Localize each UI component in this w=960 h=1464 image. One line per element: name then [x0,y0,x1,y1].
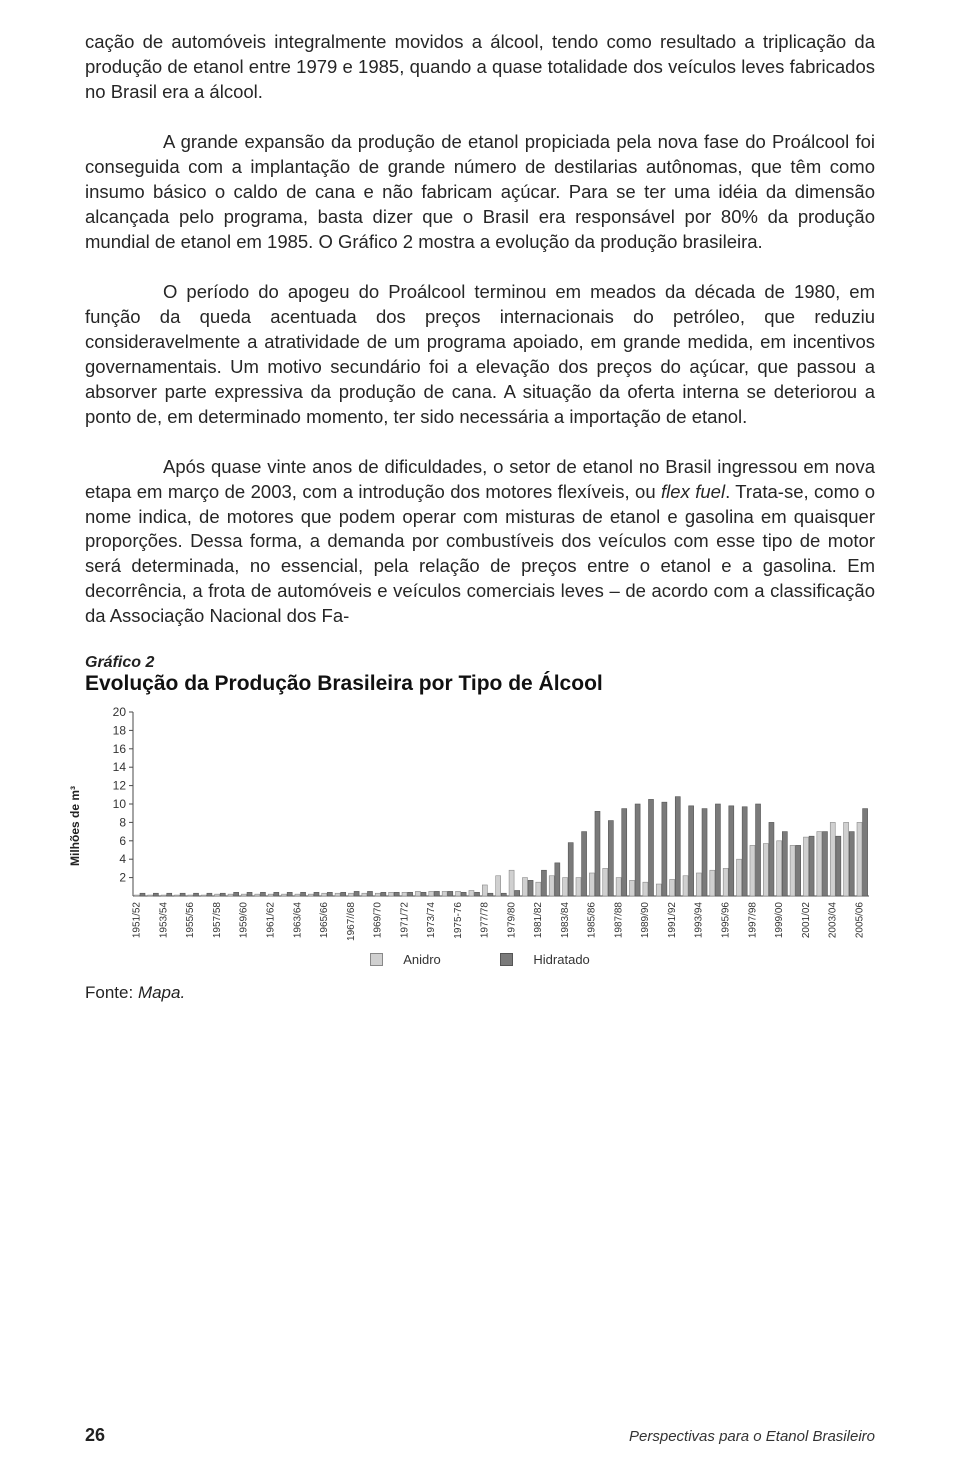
paragraph-4: Após quase vinte anos de dificuldades, o… [85,455,875,630]
svg-text:20: 20 [113,706,127,719]
svg-text:1951/52: 1951/52 [132,902,143,939]
svg-text:1985/86: 1985/86 [587,902,598,939]
paragraph-3: O período do apogeu do Proálcool termino… [85,280,875,430]
svg-text:1995/96: 1995/96 [720,902,731,939]
legend-item-hidratado: Hidratado [486,952,603,967]
paragraph-2: A grande expansão da produção de etanol … [85,130,875,255]
chart-source-value: Mapa. [138,983,185,1002]
chart-legend: Anidro Hidratado [85,952,875,969]
svg-text:4: 4 [119,853,126,867]
svg-text:1959/60: 1959/60 [239,902,250,939]
paragraph-2-text: A grande expansão da produção de etanol … [85,131,875,252]
page-footer: 26 Perspectivas para o Etanol Brasileiro [85,1425,875,1446]
svg-text:16: 16 [113,742,127,756]
footer-title: Perspectivas para o Etanol Brasileiro [629,1428,875,1445]
svg-text:1983/84: 1983/84 [560,902,571,939]
svg-text:1953/54: 1953/54 [158,902,169,939]
svg-text:1975-76: 1975-76 [453,902,464,939]
svg-text:2: 2 [119,871,126,885]
paragraph-1: cação de automóveis integralmente movido… [85,30,875,105]
svg-text:2003/04: 2003/04 [828,902,839,939]
chart-plot-area: Milhões de m³ 24681012141618201951/52195… [85,706,875,946]
chart-title: Evolução da Produção Brasileira por Tipo… [85,672,875,696]
chart-number-label: Gráfico 2 [85,654,875,672]
svg-text:1991/92: 1991/92 [667,902,678,939]
svg-text:1963/64: 1963/64 [292,902,303,939]
paragraph-3-text: O período do apogeu do Proálcool termino… [85,281,875,427]
svg-text:10: 10 [113,797,127,811]
paragraph-4-text-b: . Trata-se, como o nome indica, de motor… [85,481,875,627]
paragraph-4-italic: flex fuel [661,481,725,502]
svg-text:8: 8 [119,816,126,830]
svg-text:1967//68: 1967//68 [346,902,357,941]
svg-text:1957/58: 1957/58 [212,902,223,939]
svg-text:1969/70: 1969/70 [373,902,384,939]
chart-svg: 2 4 6 8 10 12 14 16 18 20 1951/52 1953/54 1955/56 195… [85,706,875,946]
chart-block: Gráfico 2 Evolução da Produção Brasileir… [85,654,875,1003]
svg-text:1993/94: 1993/94 [694,902,705,939]
svg-text:1977/78: 1977/78 [480,902,491,939]
chart-source-label: Fonte: [85,983,133,1002]
legend-label-anidro: Anidro [403,952,441,967]
svg-text:1989/90: 1989/90 [640,902,651,939]
svg-text:2005/06: 2005/06 [854,902,865,939]
svg-text:18: 18 [113,724,127,738]
page-number: 26 [85,1425,105,1446]
chart-source: Fonte: Mapa. [85,983,875,1003]
legend-swatch-anidro [370,953,383,966]
svg-text:1961/62: 1961/62 [266,902,277,939]
svg-text:14: 14 [113,761,127,775]
svg-text:1971/72: 1971/72 [399,902,410,939]
svg-text:12: 12 [113,779,127,793]
svg-text:1955/56: 1955/56 [185,902,196,939]
legend-swatch-hidratado [500,953,513,966]
svg-text:1997/98: 1997/98 [747,902,758,939]
svg-text:6: 6 [119,834,126,848]
svg-text:2001/02: 2001/02 [801,902,812,939]
svg-text:1973/74: 1973/74 [426,902,437,939]
chart-y-axis-label: Milhões de m³ [68,786,82,866]
body-text: cação de automóveis integralmente movido… [85,30,875,629]
svg-text:1981/82: 1981/82 [533,902,544,939]
svg-text:1965/66: 1965/66 [319,902,330,939]
svg-text:1979/80: 1979/80 [506,902,517,939]
svg-text:1999/00: 1999/00 [774,902,785,939]
legend-label-hidratado: Hidratado [533,952,589,967]
svg-text:1987/88: 1987/88 [613,902,624,939]
legend-item-anidro: Anidro [356,952,455,967]
